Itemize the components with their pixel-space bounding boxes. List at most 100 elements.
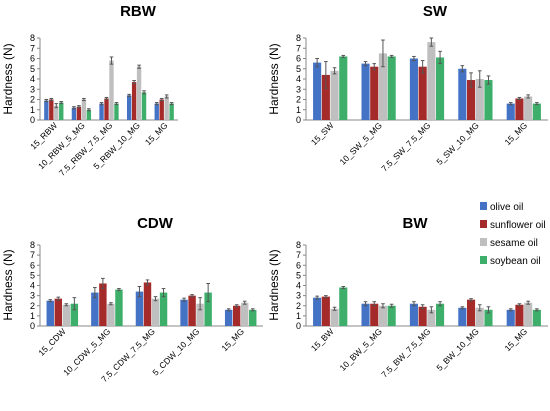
x-category-label: 15_MG bbox=[143, 120, 170, 147]
bar-sunflower-oil-0 bbox=[321, 296, 330, 326]
bar-sunflower-oil-1 bbox=[76, 106, 82, 120]
y-tick-label: 5 bbox=[30, 64, 35, 74]
legend: olive oil sunflower oil sesame oil soybean … bbox=[480, 202, 546, 267]
bar-olive-oil-1 bbox=[71, 107, 77, 120]
bar-sesame-oil-4 bbox=[524, 302, 533, 326]
bar-sesame-oil-2 bbox=[427, 42, 436, 120]
bar-sesame-oil-3 bbox=[136, 66, 142, 120]
bar-soybean-oil-3 bbox=[484, 309, 493, 326]
bar-sunflower-oil-2 bbox=[104, 98, 109, 120]
bar-sunflower-oil-4 bbox=[515, 98, 524, 120]
bar-soybean-oil-2 bbox=[436, 57, 445, 120]
y-tick-label: 0 bbox=[296, 115, 301, 125]
bar-soybean-oil-0 bbox=[339, 56, 348, 120]
y-axis-label: Hardness (N) bbox=[1, 249, 15, 320]
y-tick-label: 5 bbox=[296, 64, 301, 74]
bar-soybean-oil-2 bbox=[159, 292, 168, 326]
bar-sesame-oil-1 bbox=[378, 305, 388, 326]
bar-olive-oil-3 bbox=[126, 95, 132, 120]
bar-soybean-oil-1 bbox=[387, 305, 396, 326]
bar-sesame-oil-0 bbox=[62, 304, 71, 326]
x-category-label: 15_SW bbox=[309, 120, 336, 147]
bar-sesame-oil-2 bbox=[109, 60, 114, 120]
bar-olive-oil-0 bbox=[313, 297, 322, 326]
bar-olive-oil-0 bbox=[46, 300, 54, 326]
bar-sunflower-oil-3 bbox=[131, 82, 137, 120]
y-tick-label: 3 bbox=[296, 291, 301, 301]
bar-olive-oil-3 bbox=[180, 299, 188, 326]
bar-sunflower-oil-0 bbox=[321, 74, 330, 120]
legend-label: sunflower oil bbox=[490, 220, 546, 231]
y-tick-label: 6 bbox=[30, 54, 35, 64]
bar-sesame-oil-1 bbox=[81, 99, 87, 120]
y-tick-label: 8 bbox=[30, 240, 35, 250]
y-tick-label: 1 bbox=[296, 311, 301, 321]
bar-soybean-oil-4 bbox=[532, 103, 541, 120]
y-tick-label: 5 bbox=[30, 270, 35, 280]
bar-sesame-oil-0 bbox=[330, 70, 339, 120]
bar-olive-oil-0 bbox=[44, 100, 49, 120]
x-category-label: 5_CDW_10_MG bbox=[150, 326, 201, 377]
x-category-label: 15_MG bbox=[502, 326, 529, 353]
legend-swatch bbox=[480, 220, 487, 228]
bar-olive-oil-2 bbox=[135, 291, 144, 326]
bar-sunflower-oil-2 bbox=[418, 306, 427, 326]
bar-sesame-oil-3 bbox=[196, 303, 204, 326]
bar-olive-oil-4 bbox=[506, 103, 515, 120]
bar-soybean-oil-1 bbox=[115, 289, 123, 326]
bar-olive-oil-0 bbox=[313, 62, 322, 120]
x-category-label: 15_MG bbox=[219, 326, 246, 353]
x-category-label: 15_MG bbox=[502, 120, 529, 147]
y-tick-label: 7 bbox=[30, 250, 35, 260]
bar-sunflower-oil-0 bbox=[49, 99, 54, 120]
y-axis-label: Hardness (N) bbox=[1, 43, 15, 114]
bar-soybean-oil-0 bbox=[70, 303, 79, 326]
bar-sunflower-oil-4 bbox=[159, 99, 164, 120]
y-axis-label: Hardness (N) bbox=[267, 43, 281, 114]
x-category-label: 10_BW_5_MG bbox=[338, 326, 384, 372]
y-tick-label: 7 bbox=[30, 43, 35, 53]
y-tick-label: 6 bbox=[30, 260, 35, 270]
bar-sesame-oil-3 bbox=[475, 307, 484, 326]
panel-title: RBW bbox=[120, 3, 157, 20]
bar-sesame-oil-0 bbox=[330, 308, 339, 326]
bar-soybean-oil-4 bbox=[169, 103, 174, 120]
y-tick-label: 4 bbox=[296, 74, 301, 84]
bar-soybean-oil-2 bbox=[114, 103, 119, 120]
bar-sesame-oil-4 bbox=[164, 96, 169, 120]
y-tick-label: 2 bbox=[30, 95, 35, 105]
bar-olive-oil-2 bbox=[99, 103, 104, 120]
y-tick-label: 2 bbox=[296, 301, 301, 311]
legend-label: sesame oil bbox=[490, 238, 538, 249]
x-category-label: 7.5_BW_7.5_MG bbox=[379, 326, 432, 379]
bar-sesame-oil-2 bbox=[427, 309, 436, 326]
bar-sunflower-oil-3 bbox=[466, 299, 476, 326]
x-category-label: 15_CDW bbox=[36, 326, 67, 357]
bar-sunflower-oil-4 bbox=[515, 304, 524, 326]
bar-sesame-oil-4 bbox=[524, 96, 533, 120]
bar-sunflower-oil-1 bbox=[99, 283, 107, 326]
bar-olive-oil-3 bbox=[458, 68, 467, 120]
bar-sunflower-oil-1 bbox=[370, 66, 379, 120]
bar-sesame-oil-1 bbox=[378, 53, 388, 120]
y-tick-label: 2 bbox=[30, 301, 35, 311]
x-category-label: 10_CDW_5_MG bbox=[61, 326, 112, 377]
panel-title: CDW bbox=[137, 215, 174, 232]
bar-olive-oil-3 bbox=[458, 307, 467, 326]
bar-olive-oil-1 bbox=[91, 292, 99, 326]
legend-swatch bbox=[480, 202, 487, 210]
y-tick-label: 1 bbox=[30, 105, 35, 115]
y-tick-label: 2 bbox=[296, 95, 301, 105]
bar-sunflower-oil-2 bbox=[143, 282, 152, 326]
legend-label: soybean oil bbox=[490, 256, 541, 267]
y-tick-label: 6 bbox=[296, 260, 301, 270]
y-tick-label: 7 bbox=[296, 43, 301, 53]
y-tick-label: 1 bbox=[30, 311, 35, 321]
panel-title: SW bbox=[423, 3, 448, 20]
legend-label: olive oil bbox=[490, 202, 523, 213]
bar-sesame-oil-4 bbox=[241, 302, 249, 326]
x-category-label: 5_BW_10_MG bbox=[434, 326, 480, 372]
